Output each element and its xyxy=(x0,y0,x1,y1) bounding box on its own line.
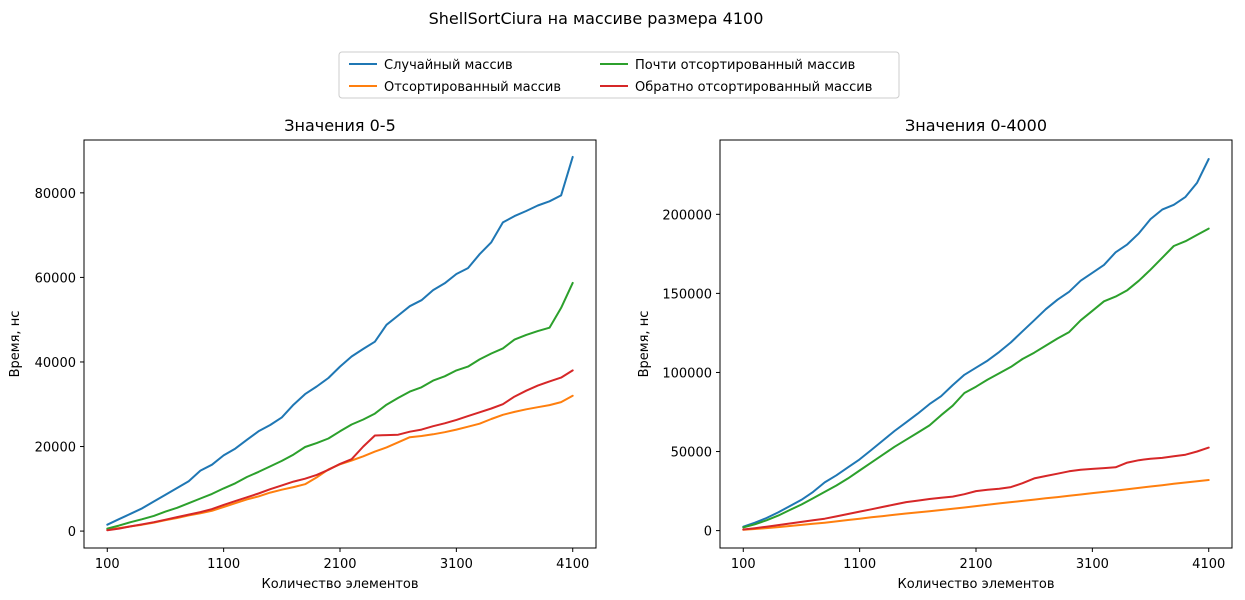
x-tick-label: 2100 xyxy=(323,557,356,572)
x-tick-label: 100 xyxy=(731,557,756,572)
series-line-0 xyxy=(742,158,1210,528)
x-tick-label: 2100 xyxy=(959,557,992,572)
legend-label: Обратно отсортированный массив xyxy=(635,80,872,95)
y-tick-label: 20000 xyxy=(35,441,76,456)
y-tick-label: 80000 xyxy=(35,187,76,202)
axes-frame xyxy=(83,139,597,549)
series-line-2 xyxy=(742,227,1210,529)
y-tick-label: 60000 xyxy=(35,271,76,286)
x-axis-label: Количество элементов xyxy=(897,577,1054,592)
subplot-values-0-4000: Значения 0-4000 100 1100 2100 3100 4100 0 50000… xyxy=(637,116,1233,592)
legend-label: Отсортированный массив xyxy=(384,80,561,95)
x-tick-label: 1100 xyxy=(207,557,240,572)
figure-title: ShellSortCiura на массиве размера 4100 xyxy=(429,9,764,28)
legend: Случайный массив Отсортированный массив По… xyxy=(338,51,900,99)
y-axis-label: Время, нс xyxy=(637,311,652,378)
subplot-title: Значения 0-5 xyxy=(284,116,396,135)
y-tick-label: 0 xyxy=(704,525,712,540)
series-line-1 xyxy=(742,479,1210,531)
y-tick-label: 100000 xyxy=(662,366,712,381)
y-tick-label: 0 xyxy=(68,525,76,540)
series-line-2 xyxy=(106,281,574,530)
y-tick-label: 150000 xyxy=(662,287,712,302)
x-tick-label: 4100 xyxy=(1192,557,1225,572)
subplot-title: Значения 0-4000 xyxy=(905,116,1047,135)
x-tick-label: 3100 xyxy=(1076,557,1109,572)
series-line-3 xyxy=(106,369,574,532)
y-axis-label: Время, нс xyxy=(8,311,23,378)
x-axis-label: Количество элементов xyxy=(261,577,418,592)
y-tick-label: 40000 xyxy=(35,356,76,371)
series-line-3 xyxy=(742,446,1210,531)
legend-label: Почти отсортированный массив xyxy=(635,58,855,73)
series-line-0 xyxy=(106,155,574,526)
subplot-values-0-5: Значения 0-5 100 1100 2100 3100 4100 0 20000 400… xyxy=(8,116,597,592)
y-tick-label: 200000 xyxy=(662,208,712,223)
x-tick-label: 1100 xyxy=(843,557,876,572)
series-line-1 xyxy=(106,394,574,531)
legend-label: Случайный массив xyxy=(384,58,513,73)
legend-frame xyxy=(338,51,900,99)
x-tick-label: 100 xyxy=(95,557,120,572)
x-tick-label: 4100 xyxy=(556,557,589,572)
y-tick-label: 50000 xyxy=(671,446,712,461)
x-tick-label: 3100 xyxy=(440,557,473,572)
